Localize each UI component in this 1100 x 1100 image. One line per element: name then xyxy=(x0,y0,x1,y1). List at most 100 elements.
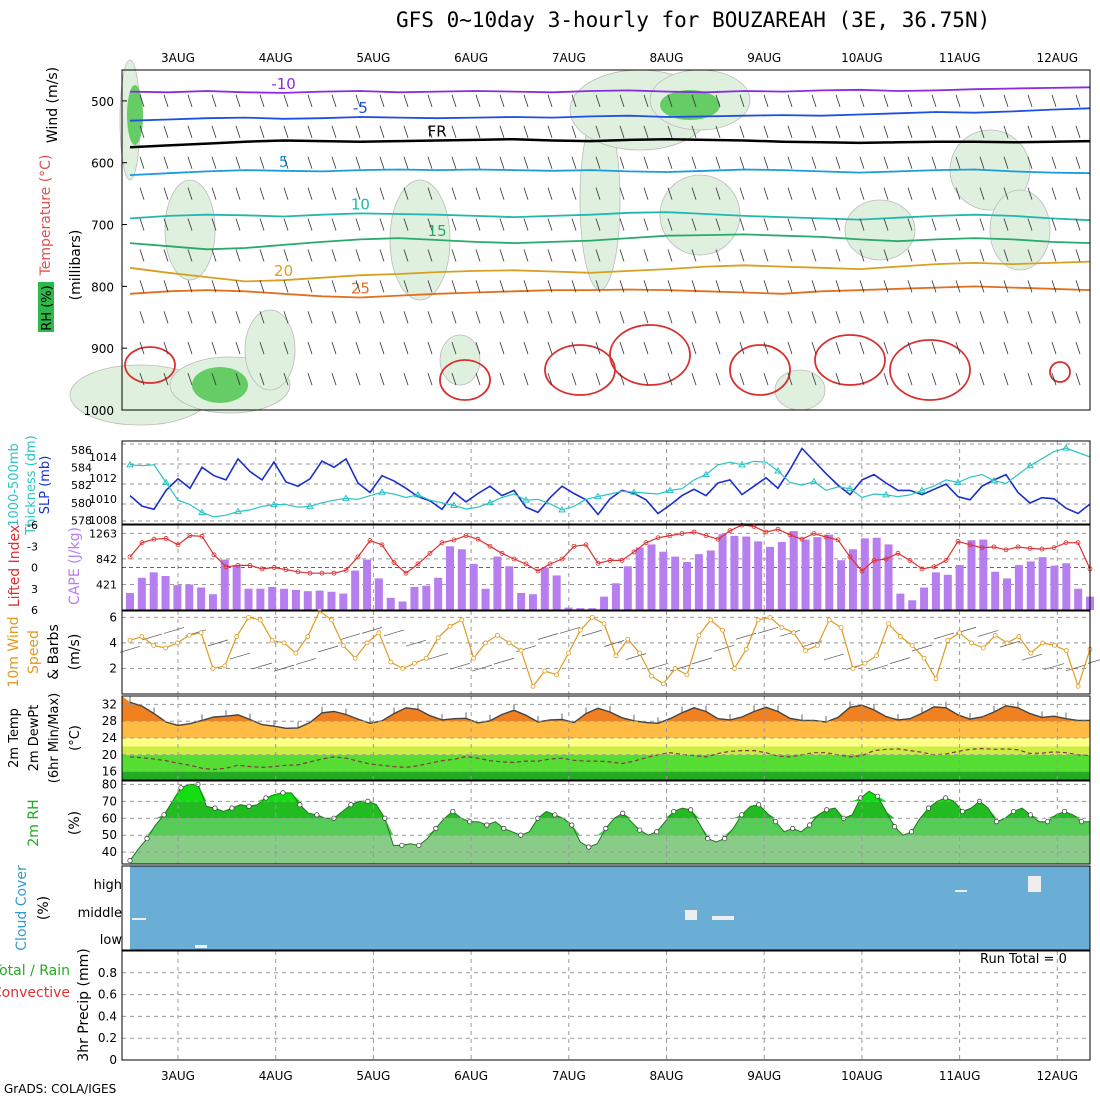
rh2m-marker xyxy=(654,829,660,835)
thickness-marker xyxy=(882,490,890,498)
wind10m-marker xyxy=(483,640,488,646)
wind10m-marker xyxy=(1028,650,1034,656)
panel5-label-minmax: (6hr Min/Max) xyxy=(47,693,62,783)
wind-barb xyxy=(1027,372,1033,386)
day-label-bottom: 9AUG xyxy=(747,1069,781,1083)
wind-barb xyxy=(259,280,265,293)
cape-bar xyxy=(374,578,383,610)
wind-barb xyxy=(571,94,577,108)
rh2m-marker xyxy=(807,822,813,828)
day-label-top: 7AUG xyxy=(552,51,586,65)
wind10m-tick-label: 6 xyxy=(109,610,117,624)
wind-barb xyxy=(619,187,625,200)
cloud-patch xyxy=(195,945,207,948)
li-cape-panel xyxy=(122,522,1094,610)
li-marker xyxy=(763,529,769,535)
rh2m-marker xyxy=(909,829,915,835)
wind-barb xyxy=(715,125,721,138)
li-tick-label: 0 xyxy=(31,562,38,575)
wind10m-barb xyxy=(207,639,229,647)
li-marker xyxy=(451,537,457,543)
wind10m-barb xyxy=(823,653,845,661)
thickness-marker xyxy=(1062,444,1070,451)
wind-barb xyxy=(451,218,457,231)
thickness-marker xyxy=(486,498,494,506)
wind-barb xyxy=(499,94,505,108)
cape-bar xyxy=(493,556,502,610)
wind10m-panel xyxy=(119,608,1100,694)
wind-barb xyxy=(547,218,553,231)
wind-barb xyxy=(787,156,793,169)
rh2m-marker xyxy=(569,822,575,828)
wind10m-marker xyxy=(577,627,583,633)
li-marker xyxy=(283,567,289,573)
wind-barb xyxy=(1051,311,1057,324)
wind10m-barb xyxy=(119,645,141,653)
cloud-cover-background xyxy=(130,866,1090,950)
temp-dewpoint-frame xyxy=(121,695,1091,781)
cloud-tick-label: low xyxy=(100,933,123,948)
wind10m-marker xyxy=(1040,640,1045,646)
wind-barb xyxy=(187,280,193,293)
wind-barb xyxy=(787,187,793,200)
li-marker xyxy=(883,556,889,562)
li-marker xyxy=(991,544,997,550)
li-marker xyxy=(811,531,817,536)
wind-barb xyxy=(547,280,553,293)
day-label-top: 6AUG xyxy=(454,51,488,65)
wind10m-tick-label: 4 xyxy=(109,636,117,650)
li-marker xyxy=(439,540,445,546)
wind-barb xyxy=(1075,372,1081,386)
wind-barb xyxy=(427,249,433,262)
slp-tick-label: 1012 xyxy=(89,472,117,485)
wind-barb xyxy=(1027,156,1033,169)
panel5-label-dewpt: 2m DewPt xyxy=(27,705,42,772)
wind-barb xyxy=(499,125,505,138)
wind-barb xyxy=(355,249,361,262)
rh2m-marker xyxy=(926,805,932,811)
rh2m-marker xyxy=(993,819,1000,825)
panel1-label-temperature: Temperature (°C) xyxy=(38,155,54,277)
wind-barb xyxy=(379,342,385,355)
wind-barb xyxy=(739,156,745,169)
cape-bar xyxy=(197,587,206,610)
wind-barb xyxy=(571,156,577,169)
wind-barb xyxy=(475,311,481,324)
cape-bar xyxy=(173,585,182,610)
wind-barb xyxy=(499,311,505,324)
wind-barb xyxy=(211,94,217,108)
wind-barb xyxy=(499,187,505,200)
wind-barb xyxy=(931,280,937,293)
wind-barb xyxy=(379,280,385,293)
wind-barb xyxy=(331,280,337,293)
cape-bar xyxy=(742,536,751,610)
isotherm-30-cell xyxy=(1049,361,1071,383)
wind-barb xyxy=(643,218,649,231)
thickness-marker xyxy=(450,501,458,508)
cape-bar xyxy=(481,588,490,610)
rh-shading xyxy=(244,309,296,391)
wind-barb xyxy=(1003,94,1009,108)
cape-bar xyxy=(671,556,680,610)
wind-barb xyxy=(1027,94,1033,108)
isotherm-label: FR xyxy=(428,122,447,140)
wind-barb xyxy=(667,342,673,355)
wind-barb xyxy=(595,311,601,324)
li-marker xyxy=(967,542,973,548)
li-marker xyxy=(1003,547,1009,553)
cape-bar xyxy=(232,565,241,610)
li-marker xyxy=(247,562,253,568)
rh2m-marker xyxy=(1010,808,1017,815)
wind-barb xyxy=(931,94,937,108)
wind-barb xyxy=(667,187,673,200)
panel6-label-units: (%) xyxy=(67,811,83,835)
rh2m-marker xyxy=(399,842,405,848)
wind-barb xyxy=(1003,156,1009,169)
cape-bar xyxy=(505,566,514,610)
cape-bar xyxy=(766,546,774,610)
rh2m-marker xyxy=(348,802,354,808)
wind10m-barb xyxy=(625,653,647,660)
wind-barb xyxy=(235,94,241,108)
wind10m-marker xyxy=(672,666,678,671)
cape-bar xyxy=(1062,563,1071,610)
